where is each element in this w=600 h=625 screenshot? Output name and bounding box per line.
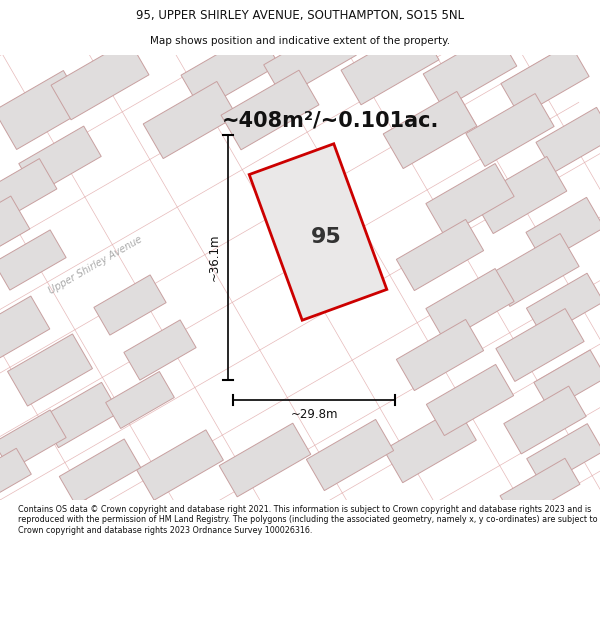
Polygon shape [51, 40, 149, 120]
Polygon shape [501, 44, 589, 116]
Polygon shape [426, 269, 514, 341]
Polygon shape [0, 71, 86, 149]
Polygon shape [106, 371, 175, 429]
Polygon shape [94, 275, 166, 335]
Polygon shape [249, 144, 387, 320]
Text: ~408m²/~0.101ac.: ~408m²/~0.101ac. [221, 110, 439, 130]
Text: ~36.1m: ~36.1m [208, 234, 221, 281]
Polygon shape [527, 424, 600, 486]
Polygon shape [307, 419, 394, 491]
Polygon shape [0, 159, 57, 221]
Polygon shape [491, 234, 579, 306]
Polygon shape [466, 94, 554, 166]
Text: 95, UPPER SHIRLEY AVENUE, SOUTHAMPTON, SO15 5NL: 95, UPPER SHIRLEY AVENUE, SOUTHAMPTON, S… [136, 9, 464, 22]
Polygon shape [181, 30, 279, 110]
Polygon shape [500, 458, 580, 522]
Polygon shape [397, 319, 484, 391]
Polygon shape [534, 350, 600, 410]
Polygon shape [536, 107, 600, 172]
Polygon shape [263, 22, 356, 98]
Polygon shape [341, 25, 439, 105]
Polygon shape [8, 334, 92, 406]
Polygon shape [19, 126, 101, 194]
Polygon shape [221, 70, 319, 150]
Polygon shape [526, 273, 600, 337]
Polygon shape [137, 430, 223, 500]
Polygon shape [219, 423, 311, 497]
Polygon shape [504, 386, 586, 454]
Text: 95: 95 [311, 227, 341, 247]
Polygon shape [0, 196, 30, 264]
Polygon shape [426, 164, 514, 236]
Polygon shape [397, 219, 484, 291]
Polygon shape [143, 81, 237, 159]
Text: ~29.8m: ~29.8m [290, 408, 338, 421]
Polygon shape [526, 198, 600, 262]
Polygon shape [423, 31, 517, 109]
Polygon shape [59, 439, 141, 505]
Polygon shape [124, 320, 196, 380]
Polygon shape [0, 230, 66, 290]
Polygon shape [0, 410, 66, 470]
Polygon shape [0, 296, 50, 364]
Polygon shape [496, 309, 584, 381]
Polygon shape [383, 408, 476, 482]
Polygon shape [0, 448, 31, 502]
Polygon shape [473, 156, 567, 234]
Polygon shape [427, 364, 514, 436]
Text: Upper Shirley Avenue: Upper Shirley Avenue [47, 234, 143, 296]
Text: Map shows position and indicative extent of the property.: Map shows position and indicative extent… [150, 36, 450, 46]
Polygon shape [41, 382, 119, 448]
Polygon shape [383, 91, 477, 169]
Text: Contains OS data © Crown copyright and database right 2021. This information is : Contains OS data © Crown copyright and d… [18, 505, 598, 535]
